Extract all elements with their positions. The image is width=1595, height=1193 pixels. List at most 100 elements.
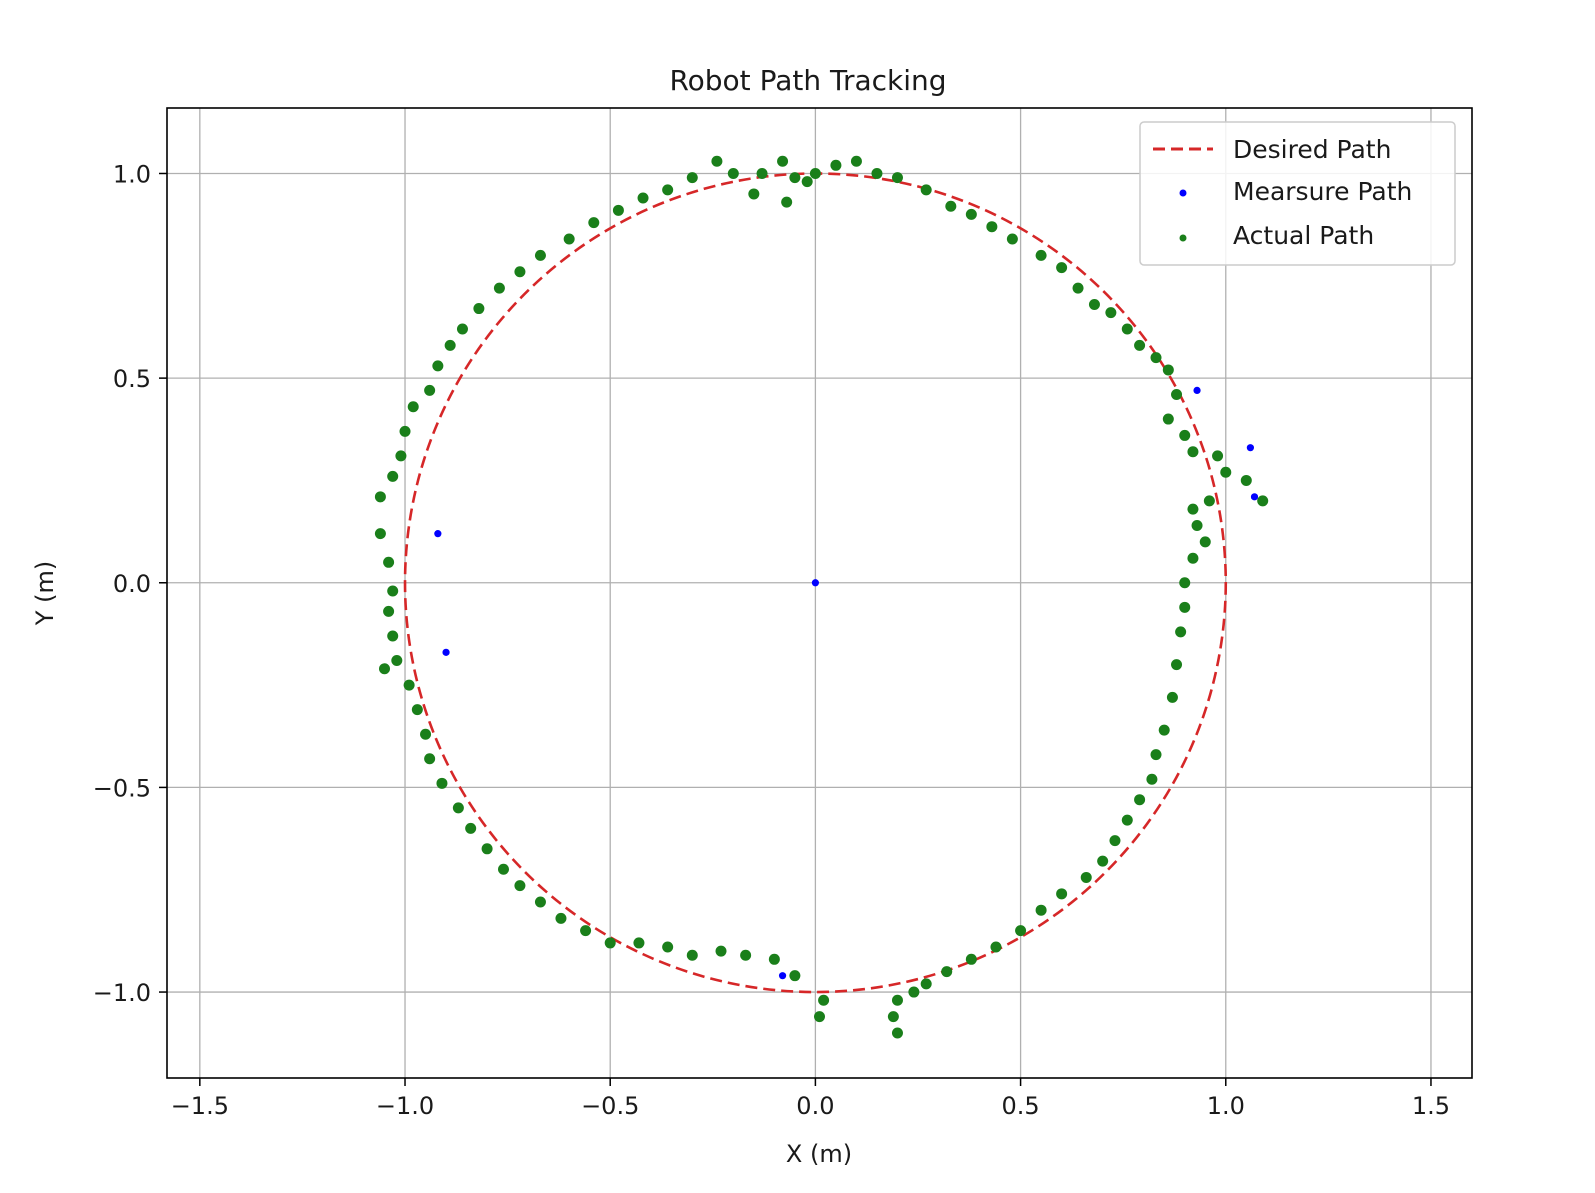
actual-point (1121, 814, 1133, 826)
actual-point (814, 1011, 825, 1023)
actual-point (965, 953, 977, 965)
actual-point (1179, 429, 1191, 441)
legend-actual-swatch (1179, 234, 1187, 242)
actual-point (945, 200, 957, 212)
legend-actual-label: Actual Path (1233, 221, 1374, 250)
actual-point (740, 949, 752, 961)
actual-point (399, 425, 411, 437)
actual-point (1056, 262, 1068, 274)
actual-point (1191, 519, 1203, 531)
actual-point (403, 679, 415, 691)
actual-point (383, 556, 395, 568)
actual-point (1220, 466, 1232, 478)
actual-point (432, 360, 444, 372)
actual-point (1080, 871, 1092, 883)
actual-point (920, 184, 932, 196)
actual-point (498, 863, 510, 875)
y-tick-label: −1.0 (93, 979, 151, 1007)
actual-point (686, 172, 698, 184)
measure-point (1250, 493, 1259, 501)
actual-point (662, 941, 674, 953)
actual-point (1187, 503, 1199, 515)
actual-point (374, 528, 386, 540)
actual-point (1171, 388, 1183, 400)
actual-point (686, 949, 698, 961)
actual-point (1257, 495, 1269, 507)
actual-point (411, 704, 423, 716)
measure-point (778, 972, 787, 980)
measure-point (811, 579, 819, 587)
actual-point (391, 655, 403, 667)
actual-point (1035, 249, 1047, 261)
actual-point (1179, 577, 1191, 589)
actual-point (563, 233, 575, 245)
actual-point (407, 401, 419, 413)
plot-frame (166, 107, 1473, 1079)
actual-point (887, 1011, 899, 1023)
actual-point (534, 249, 546, 261)
actual-point (1212, 450, 1224, 462)
actual-point (1056, 888, 1068, 900)
actual-point (789, 970, 801, 982)
actual-point (789, 172, 801, 184)
actual-point (493, 282, 505, 294)
actual-point (436, 777, 448, 789)
actual-point (379, 663, 390, 675)
x-axis-label: X (m) (786, 1140, 852, 1168)
actual-point (452, 802, 464, 814)
actual-point (383, 605, 395, 617)
legend-measure-swatch (1179, 189, 1187, 197)
actual-point (612, 204, 624, 216)
x-tick-label: 1.0 (1207, 1092, 1245, 1120)
actual-point (1072, 282, 1084, 294)
actual-point (424, 753, 436, 765)
actual-point (534, 896, 546, 908)
actual-point (1203, 495, 1215, 507)
actual-point (818, 994, 830, 1006)
x-tick-label: −1.5 (171, 1092, 229, 1120)
actual-point (756, 167, 768, 179)
actual-point (1146, 773, 1158, 785)
actual-point (920, 978, 932, 990)
actual-point (1109, 835, 1121, 847)
legend-measure-label: Mearsure Path (1233, 177, 1412, 206)
y-tick-label: 0.0 (113, 570, 151, 598)
actual-point (580, 925, 592, 937)
actual-point (1162, 413, 1174, 425)
actual-point (420, 728, 432, 740)
x-tick-label: 0.0 (796, 1092, 834, 1120)
actual-point (514, 266, 526, 278)
actual-point (986, 221, 998, 233)
x-axis-ticks: −1.5 −1.0 −0.5 0.0 0.5 1.0 1.5 (171, 1078, 1450, 1120)
legend-box (1139, 121, 1456, 266)
measure-point (434, 530, 442, 538)
actual-point (941, 966, 953, 978)
x-tick-label: 1.5 (1412, 1092, 1450, 1120)
actual-point (395, 450, 407, 462)
actual-point (1179, 601, 1191, 613)
plot-area (166, 107, 1473, 1079)
actual-point (662, 184, 674, 196)
actual-point (374, 491, 386, 503)
y-tick-label: −0.5 (93, 774, 151, 802)
actual-point (456, 323, 468, 335)
actual-point (1134, 339, 1146, 351)
actual-point (1105, 307, 1117, 319)
actual-point (633, 937, 645, 949)
actual-point (715, 945, 727, 957)
actual-point (1150, 352, 1162, 364)
x-tick-label: −1.0 (376, 1092, 434, 1120)
actual-point (481, 843, 493, 855)
actual-point (1240, 474, 1252, 486)
actual-point (768, 953, 780, 965)
actual-point (990, 941, 1002, 953)
actual-point (465, 822, 477, 834)
actual-point (908, 986, 920, 998)
mearsure-path-points (434, 386, 1259, 980)
actual-point (387, 470, 399, 482)
measure-point (442, 648, 450, 656)
actual-point (424, 384, 436, 396)
actual-point (1162, 364, 1174, 376)
measure-point (1193, 386, 1201, 395)
